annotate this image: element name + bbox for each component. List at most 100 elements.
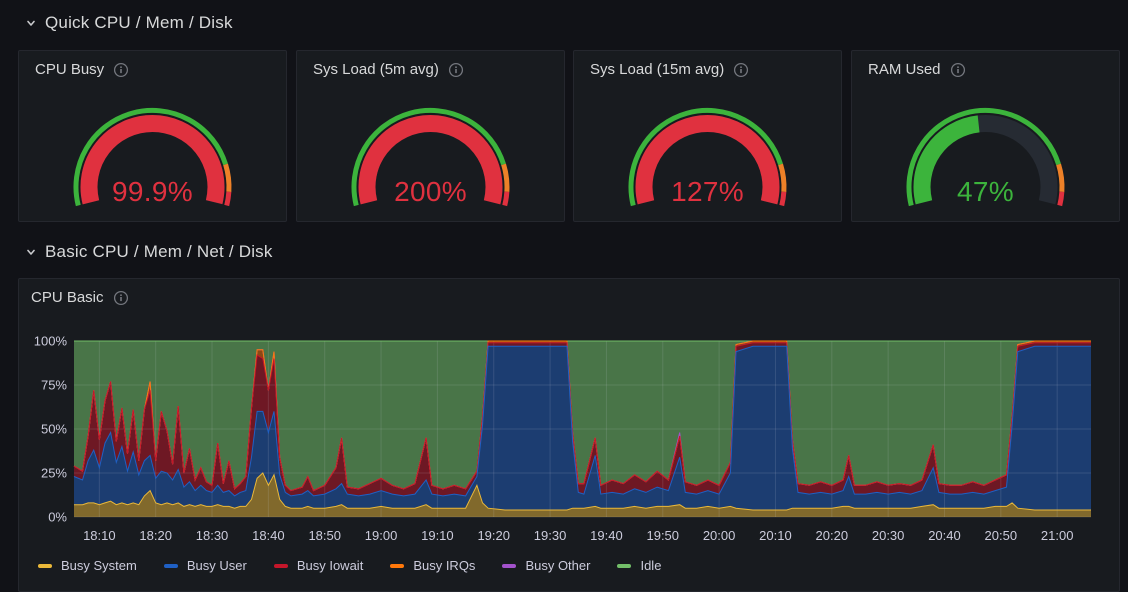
legend-item-busy-user[interactable]: Busy User xyxy=(163,558,247,573)
gauge-threshold-band xyxy=(778,163,787,192)
panel-title[interactable]: RAM Used xyxy=(868,61,941,78)
series-fill-idle xyxy=(74,341,1091,491)
panel-title-row[interactable]: RAM Used xyxy=(852,51,1119,78)
legend-swatch xyxy=(390,563,405,568)
x-tick-label: 21:00 xyxy=(1041,528,1074,543)
gauge-threshold-band xyxy=(224,191,232,207)
legend-swatch xyxy=(502,563,517,568)
x-tick-label: 20:00 xyxy=(703,528,736,543)
legend-item-busy-system[interactable]: Busy System xyxy=(38,558,137,573)
x-tick-label: 20:30 xyxy=(872,528,905,543)
gauge-threshold-band xyxy=(779,191,787,207)
legend-swatch xyxy=(163,563,178,568)
gauge-value: 127% xyxy=(671,176,744,207)
chart-grid xyxy=(74,340,1091,518)
info-icon[interactable] xyxy=(113,290,129,306)
section-title: Basic CPU / Mem / Net / Disk xyxy=(45,242,273,261)
info-icon[interactable] xyxy=(950,62,966,78)
gauge-value-arc xyxy=(358,115,503,205)
legend-swatch xyxy=(273,563,288,568)
legend-label: Busy User xyxy=(186,558,247,573)
gauge xyxy=(351,107,510,207)
legend-swatch xyxy=(617,563,632,568)
chart-legend: Busy System Busy User Busy Iowait Busy I… xyxy=(38,558,661,573)
panel-title[interactable]: CPU Basic xyxy=(31,289,104,306)
gauge xyxy=(73,107,232,207)
gauge-value: 99.9% xyxy=(112,176,193,207)
legend-swatch xyxy=(38,563,52,568)
panel-ram-used: RAM Used 47% xyxy=(851,50,1120,222)
panel-title-row[interactable]: Sys Load (15m avg) xyxy=(574,51,841,78)
chevron-down-icon xyxy=(27,20,35,26)
panel-cpu-busy: CPU Busy 99.9% xyxy=(18,50,287,222)
legend-item-idle[interactable]: Idle xyxy=(617,558,661,573)
panel-title-row[interactable]: CPU Busy xyxy=(19,51,286,78)
panel-title-row[interactable]: CPU Basic xyxy=(19,279,1119,306)
info-icon[interactable] xyxy=(733,62,749,78)
x-tick-label: 18:20 xyxy=(139,528,172,543)
panel-title-row[interactable]: Sys Load (5m avg) xyxy=(297,51,564,78)
chevron-down-icon xyxy=(27,249,35,255)
y-tick-label: 75% xyxy=(41,378,67,393)
info-icon[interactable] xyxy=(113,62,129,78)
series-fill-busy-user xyxy=(74,346,1091,510)
y-tick-label: 0% xyxy=(48,510,67,525)
series-line-busy-iowait xyxy=(73,342,1091,492)
x-tick-label: 20:50 xyxy=(985,528,1018,543)
y-tick-label: 50% xyxy=(41,422,67,437)
legend-item-busy-iowait[interactable]: Busy Iowait xyxy=(273,558,364,573)
gauge xyxy=(906,107,1065,207)
x-tick-label: 18:10 xyxy=(83,528,116,543)
legend-item-busy-irqs[interactable]: Busy IRQs xyxy=(390,558,475,573)
x-tick-label: 18:40 xyxy=(252,528,285,543)
x-tick-label: 19:00 xyxy=(365,528,398,543)
series-line-busy-user xyxy=(73,345,1091,497)
section-quick-cpu-mem-disk[interactable]: Quick CPU / Mem / Disk xyxy=(24,10,233,36)
gauge-threshold-band xyxy=(1056,163,1065,192)
x-tick-label: 18:50 xyxy=(308,528,341,543)
x-tick-label: 19:20 xyxy=(477,528,510,543)
panel-sys-load-5m: Sys Load (5m avg) 200% xyxy=(296,50,565,222)
gauge-threshold-band xyxy=(351,107,506,207)
legend-label: Busy System xyxy=(61,558,137,573)
gauge-value-arc xyxy=(635,115,780,205)
gauge-threshold-band xyxy=(628,107,783,207)
gauge-value-arc xyxy=(913,115,980,205)
panel-title[interactable]: CPU Busy xyxy=(35,61,105,78)
x-tick-label: 19:40 xyxy=(590,528,623,543)
gauge-value: 47% xyxy=(957,176,1014,207)
chart-series-lines xyxy=(73,340,1091,511)
legend-item-busy-other[interactable]: Busy Other xyxy=(502,558,590,573)
panel-title[interactable]: Sys Load (5m avg) xyxy=(313,61,439,78)
y-tick-label: 25% xyxy=(41,466,67,481)
x-tick-label: 19:30 xyxy=(534,528,567,543)
x-tick-label: 20:20 xyxy=(816,528,849,543)
x-tick-label: 19:10 xyxy=(421,528,454,543)
info-icon[interactable] xyxy=(448,62,464,78)
x-tick-label: 20:10 xyxy=(759,528,792,543)
panel-cpu-basic: CPU Basic 0% 25% 50% 75% 100% 18:10 18:20 18:30… xyxy=(18,278,1120,592)
legend-label: Busy Iowait xyxy=(296,558,364,573)
cpu-basic-chart[interactable]: 0% 25% 50% 75% 100% 18:10 18:20 18:30 18:40 18:50… xyxy=(19,279,1121,549)
y-tick-label: 100% xyxy=(34,334,68,349)
legend-label: Busy IRQs xyxy=(413,558,476,573)
gauge-threshold-band xyxy=(906,107,1061,207)
series-line-busy-system xyxy=(74,472,1091,511)
gauge-threshold-band xyxy=(223,163,232,192)
legend-label: Busy Other xyxy=(525,558,591,573)
x-tick-label: 18:30 xyxy=(196,528,229,543)
chart-axes: 0% 25% 50% 75% 100% 18:10 18:20 18:30 18:40 18:50… xyxy=(34,334,1074,544)
gauge-threshold-band xyxy=(501,163,510,192)
panel-title[interactable]: Sys Load (15m avg) xyxy=(590,61,725,78)
gauge-threshold-band xyxy=(502,191,510,207)
legend-label: Idle xyxy=(640,558,662,573)
gauge xyxy=(628,107,787,207)
x-tick-label: 19:50 xyxy=(646,528,679,543)
x-tick-label: 20:40 xyxy=(928,528,961,543)
section-title: Quick CPU / Mem / Disk xyxy=(45,13,233,32)
gauge-threshold-band xyxy=(1057,191,1065,207)
panel-sys-load-15m: Sys Load (15m avg) 127% xyxy=(573,50,842,222)
section-basic-cpu-mem-net-disk[interactable]: Basic CPU / Mem / Net / Disk xyxy=(24,239,273,265)
gauge-value: 200% xyxy=(394,176,467,207)
gauge-threshold-band xyxy=(73,107,228,207)
